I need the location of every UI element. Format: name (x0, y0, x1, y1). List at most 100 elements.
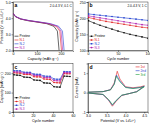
series-marker (36, 79, 38, 81)
legend-marker (91, 39, 93, 41)
series-marker (56, 82, 58, 84)
series-marker (66, 71, 68, 73)
y-tick: 0 (84, 91, 88, 95)
series-marker (43, 77, 45, 79)
series-marker (117, 20, 119, 22)
x-tick-label: 0 (13, 52, 15, 56)
y-tick-mark (12, 73, 14, 74)
x-tick: 3.0 (86, 112, 91, 118)
series-marker (141, 36, 143, 38)
legend-marker (91, 35, 93, 37)
series-marker (49, 82, 51, 84)
series-marker (111, 16, 113, 18)
panel-title: d (90, 64, 93, 70)
y-tick: 200 (5, 72, 13, 76)
legend-swatch (15, 101, 19, 102)
y-tick: 100 (80, 49, 88, 53)
y-tick-mark (87, 51, 89, 52)
y-tick: -1 (83, 111, 88, 115)
x-axis-title: Cycle number (32, 119, 55, 123)
y-tick-mark (12, 93, 14, 94)
series-marker (13, 72, 15, 74)
legend-swatch (90, 47, 94, 48)
series-marker (13, 74, 15, 76)
series-marker (99, 17, 101, 19)
y-tick-mark (12, 18, 14, 19)
y-tick-mark (87, 93, 89, 94)
panel: 02040600100200cCycle numberCapacity (mAh… (0, 64, 75, 123)
panel: 01002002.03.04.05.0a2.0-4.3 V, 0.1 CCapa… (0, 1, 73, 61)
series-marker (56, 78, 58, 80)
series-line (89, 21, 148, 38)
y-tick: 250 (80, 1, 88, 5)
series-marker (33, 79, 35, 81)
y-tick-label: 0 (84, 91, 86, 95)
plot-area (88, 13, 148, 39)
series-marker (49, 77, 51, 79)
series-marker (93, 16, 95, 18)
legend-marker (91, 43, 93, 45)
y-tick: 200 (80, 17, 88, 21)
y-tick: 1 (84, 72, 88, 76)
series-marker (93, 14, 95, 16)
y-axis-title: Capacity (mAh g⁻¹) (75, 11, 79, 42)
legend-marker (16, 101, 18, 103)
legend-label: 3rd (141, 73, 146, 77)
y-axis-title: Current (mA) (75, 77, 79, 98)
series-line (88, 76, 144, 105)
series-marker (46, 78, 48, 80)
y-tick-mark (87, 112, 89, 113)
x-tick-label: 200 (59, 52, 65, 56)
series-marker (39, 75, 41, 77)
series-marker (111, 22, 113, 24)
x-tick-label: 0 (13, 114, 15, 118)
y-tick-label: -1 (83, 111, 86, 115)
legend-swatch (15, 40, 19, 41)
x-tick-label: 50 (117, 52, 121, 56)
series-marker (69, 73, 71, 75)
legend-marker (16, 97, 18, 99)
y-tick: 4.0 (6, 17, 13, 21)
x-axis: 050100 (88, 51, 150, 57)
series-marker (69, 76, 71, 78)
series-marker (88, 20, 89, 22)
y-axis: 2.03.04.05.0 (6, 1, 14, 54)
y-tick-mark (87, 73, 89, 74)
x-axis-line (14, 51, 74, 52)
series-marker (19, 71, 21, 73)
y-tick-mark (12, 51, 14, 52)
y-tick: 0 (9, 111, 13, 115)
x-tick: 60 (72, 112, 76, 118)
x-axis-title: Capacity (mAh g⁻¹) (28, 57, 59, 61)
series-marker (23, 71, 25, 73)
series-marker (43, 78, 45, 80)
frame (13, 2, 73, 51)
y-tick-mark (87, 2, 89, 3)
x-tick: 20 (32, 112, 36, 118)
series-marker (123, 21, 125, 23)
series-marker (56, 86, 58, 88)
x-tick: 3.5 (105, 112, 110, 118)
series-marker (105, 15, 107, 17)
series-marker (53, 80, 55, 82)
series-marker (29, 72, 31, 74)
series-marker (141, 26, 143, 28)
series-marker (129, 22, 131, 24)
series-marker (147, 20, 148, 22)
x-tick-label: 3.0 (86, 114, 91, 118)
series-marker (129, 34, 131, 36)
series-marker (23, 72, 25, 74)
series-line (89, 16, 148, 25)
y-tick: 150 (80, 33, 88, 37)
legend: 1st2nd3rd (136, 65, 147, 77)
x-tick-label: 4.5 (142, 114, 147, 118)
panel: 050100100150200250b2.0-4.3 V, 1 CCycle n… (75, 1, 150, 61)
plot-area (13, 13, 64, 50)
x-axis: 3.03.54.04.5 (86, 112, 148, 118)
y-tick-label: 100 (5, 91, 11, 95)
y-tick-mark (12, 34, 14, 35)
legend-label: N-3 (95, 46, 100, 50)
y-axis: 100 150 200 250 (80, 1, 89, 54)
series-marker (69, 72, 71, 74)
series-marker (29, 77, 31, 79)
